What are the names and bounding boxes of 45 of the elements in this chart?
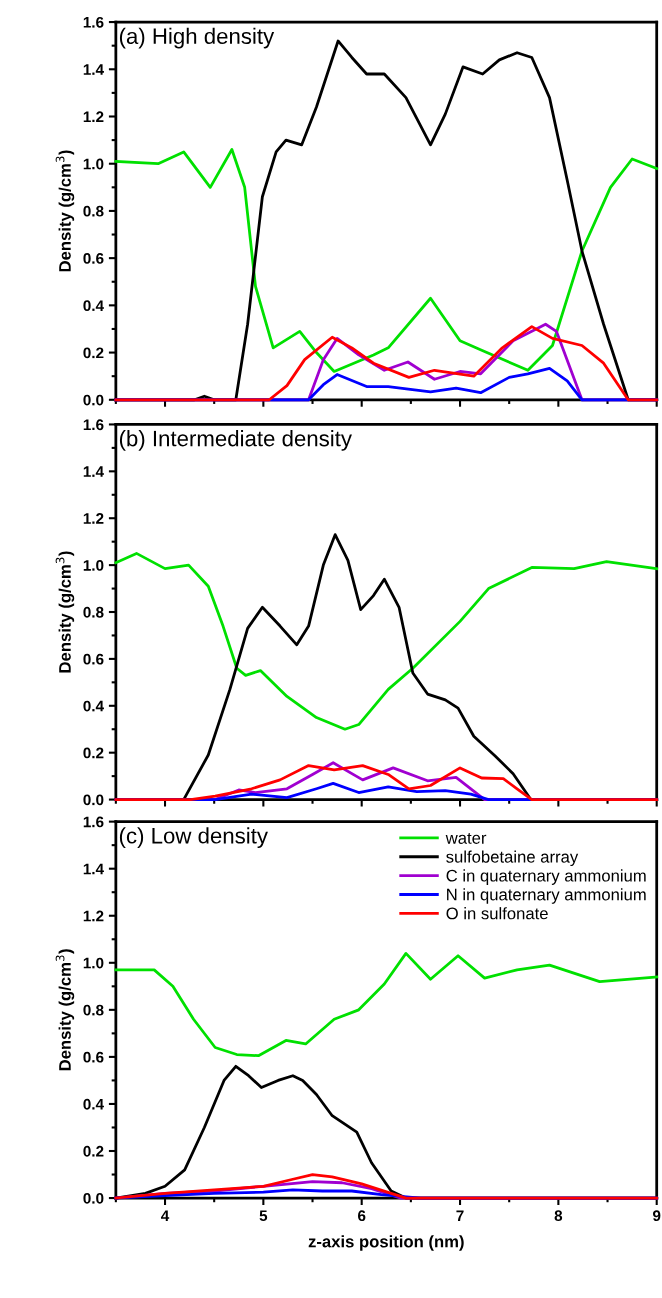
y-tick-label: 1.2 [83, 910, 104, 922]
x-tick-label: 7 [456, 1210, 464, 1221]
y-tick-label: 1.0 [83, 559, 104, 571]
y-tick-label: 0.4 [83, 700, 104, 712]
legend-label: N in quaternary ammonium [447, 888, 646, 904]
y-tick-label: 1.4 [83, 64, 104, 75]
y-axis-title: Density (g/cm$^{3}$) [55, 150, 75, 272]
legend-label: O in sulfonate [446, 907, 548, 920]
y-tick-label: 1.4 [83, 863, 104, 875]
y-tick-label: 0.8 [83, 606, 104, 618]
legend-label: C in quaternary ammonium [446, 869, 646, 885]
chart-title: (b) Intermediate density [119, 430, 352, 451]
x-tick-label: 5 [259, 1210, 268, 1222]
y-tick-label: 1.6 [83, 16, 104, 28]
y-tick-label: 1.6 [83, 816, 104, 828]
y-tick-label: 1.2 [83, 111, 104, 123]
y-tick-label: 0.2 [83, 347, 104, 359]
x-tick-label: 4 [161, 1210, 170, 1221]
legend-label: water [445, 832, 487, 844]
x-tick-label: 6 [358, 1210, 366, 1222]
y-tick-label: 0.4 [83, 300, 104, 312]
y-tick-label: 0.8 [83, 1004, 104, 1016]
y-tick-label: 0.4 [83, 1098, 104, 1110]
x-tick-label: 8 [554, 1210, 563, 1222]
y-tick-label: 1.4 [83, 466, 104, 477]
y-tick-label: 1.0 [83, 957, 104, 969]
chart-title: (c) Low density [119, 827, 268, 848]
y-tick-label: 1.6 [83, 419, 104, 431]
y-axis-title: Density (g/cm$^{3}$) [55, 949, 75, 1071]
y-tick-label: 1.2 [83, 513, 104, 524]
y-tick-label: 0.2 [83, 747, 104, 759]
y-tick-label: 0.6 [83, 253, 104, 264]
y-tick-label: 1.0 [83, 158, 104, 170]
legend-label: sulfobetaine array [446, 850, 579, 867]
y-tick-label: 0.8 [83, 205, 104, 217]
y-tick-label: 0.0 [83, 1192, 104, 1204]
y-tick-label: 0.2 [83, 1145, 104, 1157]
y-tick-label: 0.6 [83, 653, 104, 665]
y-tick-label: 0.0 [83, 794, 104, 806]
x-axis-title: z-axis position (nm) [308, 1235, 464, 1251]
x-tick-label: 9 [652, 1210, 661, 1222]
chart-title: (a) High density [119, 27, 275, 49]
y-axis-title: Density (g/cm$^{3}$) [55, 551, 75, 673]
y-tick-label: 0.6 [83, 1051, 104, 1063]
y-tick-label: 0.0 [83, 394, 104, 406]
